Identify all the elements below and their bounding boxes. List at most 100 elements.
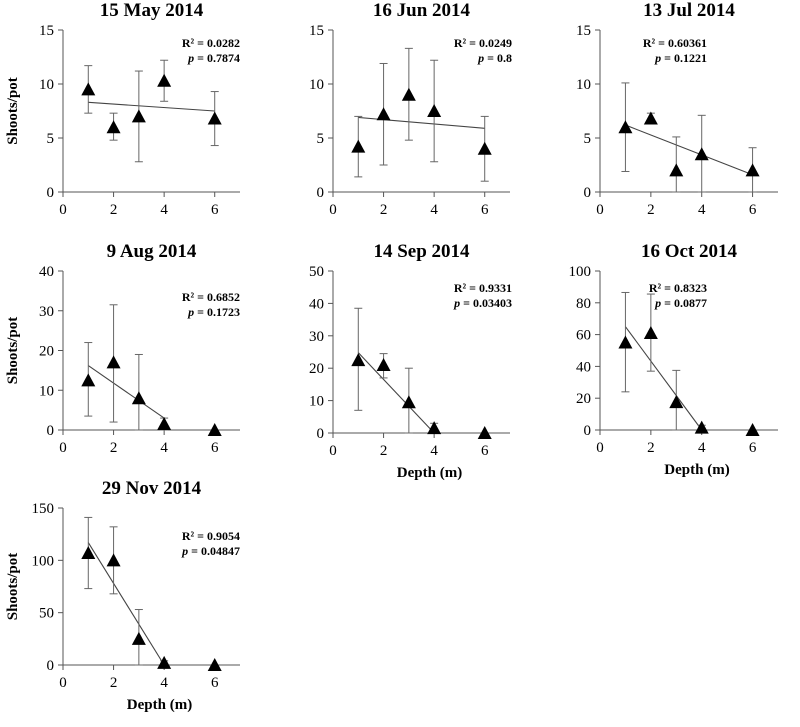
y-tick-label: 0 <box>584 185 592 201</box>
x-tick-label: 4 <box>698 440 706 456</box>
chart-title: 16 Jun 2014 <box>373 0 471 21</box>
y-tick-label: 0 <box>47 185 55 201</box>
p-value-label: p = 0.8 <box>477 51 512 65</box>
trendline <box>625 124 753 176</box>
x-tick-label: 0 <box>329 443 337 459</box>
r-squared-label: R² = 0.0249 <box>454 36 512 50</box>
chart-panel: 9 Aug 2014 0 10 20 30 40 0 2 4 6 Shoots/pot R² = 0.… <box>5 241 240 456</box>
chart-panel: 29 Nov 2014 0 50 100 150 0 2 4 6 Shoots/pot Depth … <box>5 478 240 713</box>
p-value-label: p = 0.1723 <box>187 305 240 319</box>
data-point-triangle <box>207 111 222 125</box>
p-symbol: p <box>181 544 188 558</box>
y-tick-label: 0 <box>47 423 55 439</box>
x-tick-label: 4 <box>430 202 438 218</box>
x-tick-label: 6 <box>481 443 489 459</box>
x-tick-label: 6 <box>211 675 219 691</box>
x-tick-label: 4 <box>160 440 168 456</box>
chart-title: 14 Sep 2014 <box>373 241 470 262</box>
data-point-triangle <box>157 417 172 431</box>
x-axis-label: Depth (m) <box>664 462 729 478</box>
data-point-triangle <box>131 631 146 645</box>
p-number: = 0.1221 <box>661 51 707 65</box>
p-value-label: p = 0.0877 <box>654 296 707 310</box>
trendline <box>88 101 215 112</box>
data-point-triangle <box>477 141 492 155</box>
y-tick-label: 15 <box>39 23 54 39</box>
y-tick-label: 5 <box>47 131 55 147</box>
data-point-triangle <box>351 139 366 153</box>
p-symbol: p <box>654 51 661 65</box>
y-tick-label: 15 <box>309 23 324 39</box>
trendline <box>624 326 703 431</box>
x-tick-label: 0 <box>329 202 337 218</box>
data-point-triangle <box>427 421 442 435</box>
y-axis-label: Shoots/pot <box>5 317 21 385</box>
x-tick-label: 6 <box>481 202 489 218</box>
y-tick-label: 20 <box>576 391 591 407</box>
x-tick-label: 2 <box>110 202 118 218</box>
p-number: = 0.8 <box>484 51 512 65</box>
chart-panel: 16 Oct 2014 0 20 40 60 80 100 0 2 4 6 Depth (m) R² =… <box>569 241 778 478</box>
data-point-triangle <box>376 357 391 371</box>
data-point-triangle <box>618 120 633 134</box>
y-tick-label: 30 <box>39 304 54 320</box>
data-point-triangle <box>81 373 96 387</box>
data-point-triangle <box>643 111 658 125</box>
data-point-triangle <box>694 420 709 434</box>
p-value-label: p = 0.03403 <box>453 296 512 310</box>
y-tick-label: 100 <box>569 264 592 280</box>
y-tick-label: 80 <box>576 296 591 312</box>
x-tick-label: 2 <box>380 202 388 218</box>
data-point-triangle <box>694 147 709 161</box>
chart-title: 29 Nov 2014 <box>102 478 202 499</box>
x-tick-label: 2 <box>110 675 118 691</box>
p-symbol: p <box>477 51 484 65</box>
y-tick-label: 0 <box>317 185 325 201</box>
p-number: = 0.7874 <box>194 51 240 65</box>
trendline <box>357 352 435 434</box>
data-point-triangle <box>427 104 442 117</box>
y-tick-label: 20 <box>309 361 324 377</box>
p-number: = 0.04847 <box>188 544 240 558</box>
y-tick-label: 0 <box>584 423 592 439</box>
r-squared-label: R² = 0.9331 <box>454 281 512 295</box>
r-squared-label: R² = 0.9054 <box>182 529 240 543</box>
data-point-triangle <box>745 423 760 436</box>
y-tick-label: 10 <box>39 383 54 399</box>
chart-title: 16 Oct 2014 <box>641 241 738 262</box>
p-value-label: p = 0.1221 <box>654 51 707 65</box>
y-tick-label: 15 <box>576 23 591 39</box>
x-tick-label: 4 <box>160 675 168 691</box>
y-tick-label: 30 <box>309 329 324 345</box>
x-tick-label: 4 <box>160 202 168 218</box>
r-squared-label: R² = 0.8323 <box>649 281 707 295</box>
y-tick-label: 10 <box>576 77 591 93</box>
data-point-triangle <box>131 391 146 405</box>
y-tick-label: 40 <box>39 264 54 280</box>
x-tick-label: 6 <box>211 202 219 218</box>
y-tick-label: 40 <box>576 359 591 375</box>
p-symbol: p <box>187 305 194 319</box>
data-point-triangle <box>106 355 121 369</box>
chart-panel: 15 May 2014 0 5 10 15 0 2 4 6 Shoots/pot R² = 0.02… <box>5 0 240 218</box>
x-tick-label: 0 <box>596 440 604 456</box>
p-symbol: p <box>187 51 194 65</box>
data-point-triangle <box>618 335 633 349</box>
r-squared-label: R² = 0.60361 <box>643 36 707 50</box>
chart-title: 13 Jul 2014 <box>643 0 735 21</box>
p-symbol: p <box>453 296 460 310</box>
x-tick-label: 6 <box>211 440 219 456</box>
y-tick-label: 5 <box>317 131 325 147</box>
x-tick-label: 4 <box>430 443 438 459</box>
x-tick-label: 6 <box>749 440 757 456</box>
x-tick-label: 0 <box>596 202 604 218</box>
data-point-triangle <box>477 426 492 439</box>
data-point-triangle <box>131 109 146 123</box>
x-tick-label: 4 <box>698 202 706 218</box>
data-point-triangle <box>81 546 96 560</box>
x-tick-label: 2 <box>647 440 655 456</box>
data-point-triangle <box>401 87 416 101</box>
